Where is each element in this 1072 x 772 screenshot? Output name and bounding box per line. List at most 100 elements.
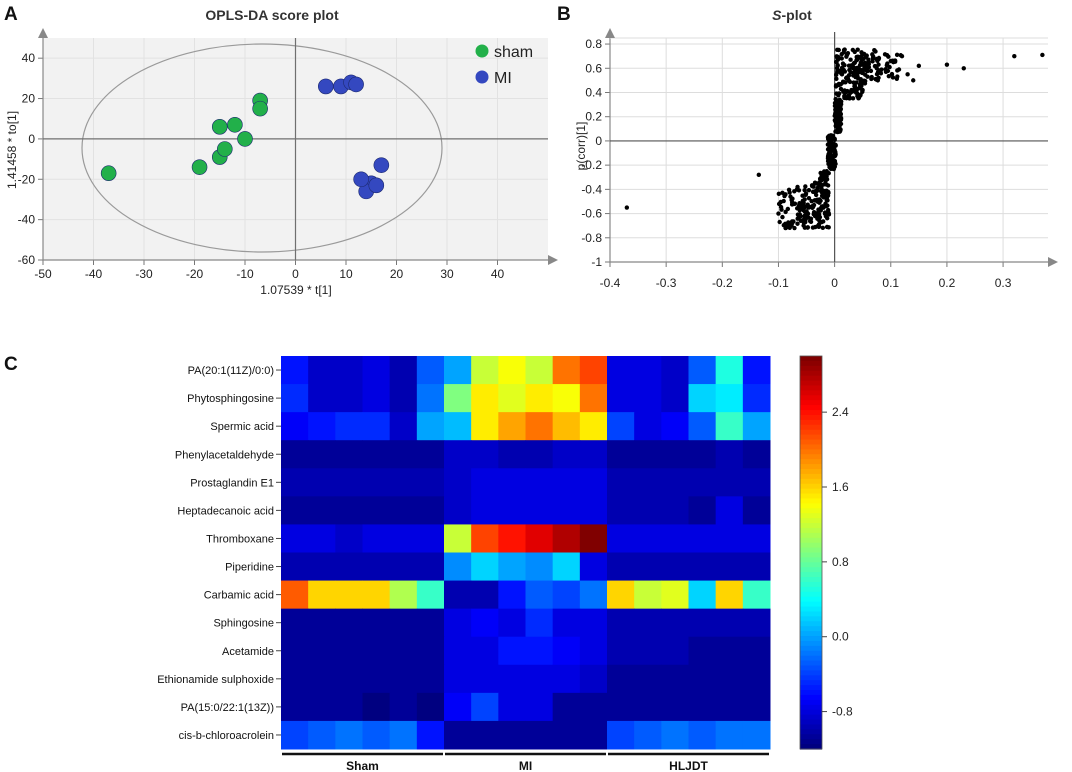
heatmap-cell: [634, 384, 662, 413]
heatmap-cell: [471, 552, 499, 582]
heatmap-cell: [416, 608, 445, 638]
heatmap-cell: [471, 440, 499, 469]
heatmap-cell: [416, 468, 445, 497]
heatmap-cell: [416, 692, 445, 722]
s-plot-point: [806, 195, 812, 201]
colorbar-segment: [800, 537, 822, 544]
s-plot-point: [890, 75, 896, 80]
heatmap-cell: [661, 412, 689, 441]
colorbar-segment: [800, 508, 822, 514]
heatmap-cell: [552, 580, 581, 610]
x-tick-label: -20: [186, 267, 204, 281]
colorbar-segment: [800, 488, 822, 495]
y-tick-label: 0.8: [585, 37, 602, 51]
s-plot-point: [825, 142, 831, 147]
s-plot-point: [790, 196, 795, 201]
s-plot-point: [848, 57, 853, 62]
heatmap-cell: [552, 496, 581, 525]
heatmap-cell: [742, 412, 771, 441]
s-plot-point: [911, 78, 916, 83]
heatmap-cell: [661, 440, 689, 469]
group-label-mi: MI: [519, 759, 532, 772]
colorbar-segment: [800, 719, 822, 726]
s-plot-point: [842, 63, 847, 68]
colorbar-segment: [800, 503, 822, 509]
point-mi: [373, 157, 390, 173]
colorbar-segment: [800, 370, 822, 377]
heatmap-row-label: Piperidine: [225, 562, 274, 574]
heatmap-cell: [335, 552, 363, 582]
heatmap-cell: [552, 664, 581, 694]
colorbar-segment: [800, 375, 822, 382]
s-plot-point: [797, 201, 802, 206]
s-plot-point: [825, 193, 831, 198]
s-plot-point: [888, 58, 893, 64]
heatmap-cell: [715, 384, 744, 413]
s-plot-point: [852, 87, 857, 92]
colorbar-segment: [800, 577, 822, 583]
heatmap-cell: [416, 664, 445, 694]
x-tick-label: 0.2: [939, 276, 956, 290]
heatmap-cell: [281, 496, 309, 525]
heatmap-cell: [661, 552, 689, 582]
heatmap-row-label: Ethionamide sulphoxide: [157, 674, 274, 686]
colorbar-segment: [800, 601, 822, 608]
s-plot-title: S-plot: [772, 7, 812, 23]
heatmap-cell: [661, 720, 689, 750]
x-axis-arrow: [548, 255, 558, 265]
point-sham: [100, 165, 117, 182]
colorbar-segment: [800, 704, 822, 711]
s-plot-point: [837, 105, 843, 110]
s-plot-point: [879, 67, 884, 72]
s-plot-point: [809, 198, 814, 204]
heatmap-cell: [444, 580, 472, 610]
heatmap-cell: [362, 720, 391, 750]
heatmap-cell: [579, 636, 608, 666]
s-plot-point: [812, 198, 818, 203]
colorbar-tick-label: 0.8: [832, 555, 849, 569]
heatmap-cell: [335, 412, 363, 441]
heatmap-cell: [335, 524, 363, 553]
heatmap-cell: [688, 468, 717, 497]
heatmap-cell: [281, 440, 309, 469]
heatmap-cell: [444, 720, 472, 750]
colorbar-segment: [800, 685, 822, 691]
s-plot-point: [823, 210, 828, 216]
heatmap-cell: [362, 496, 391, 525]
point-sham: [217, 141, 233, 157]
colorbar-segment: [800, 439, 822, 446]
heatmap-cell: [715, 580, 744, 610]
heatmap-cell: [579, 692, 608, 722]
heatmap-cell: [715, 412, 744, 441]
colorbar-segment: [800, 690, 822, 696]
heatmap-cell: [715, 664, 744, 694]
x-tick-label: 0: [292, 267, 299, 281]
heatmap-cell: [281, 524, 309, 553]
heatmap-cell: [525, 552, 554, 582]
heatmap-cell: [715, 720, 744, 750]
heatmap-cell: [607, 636, 635, 666]
s-plot-point: [870, 56, 875, 61]
colorbar-segment: [800, 473, 822, 480]
heatmap-row-label: Heptadecanoic acid: [177, 505, 274, 517]
heatmap-cell: [607, 412, 635, 441]
s-plot-point: [826, 189, 831, 195]
colorbar-segment: [800, 380, 822, 387]
y-tick-label: -40: [18, 213, 36, 227]
s-plot-point: [803, 213, 808, 218]
y-tick-label: 0: [28, 132, 35, 146]
colorbar-segment: [800, 626, 822, 632]
s-plot-point: [816, 222, 822, 227]
heatmap-cell: [498, 468, 526, 497]
heatmap-cell: [742, 496, 771, 525]
heatmap-cell: [281, 720, 309, 750]
heatmap-cell: [634, 412, 662, 441]
heatmap-cell: [525, 524, 554, 553]
heatmap-cell: [498, 552, 526, 582]
colorbar-segment: [800, 636, 822, 642]
heatmap-cell: [688, 412, 717, 441]
colorbar-segment: [800, 390, 822, 396]
colorbar-segment: [800, 734, 822, 740]
heatmap-cell: [688, 356, 717, 385]
s-plot-point: [842, 93, 847, 99]
